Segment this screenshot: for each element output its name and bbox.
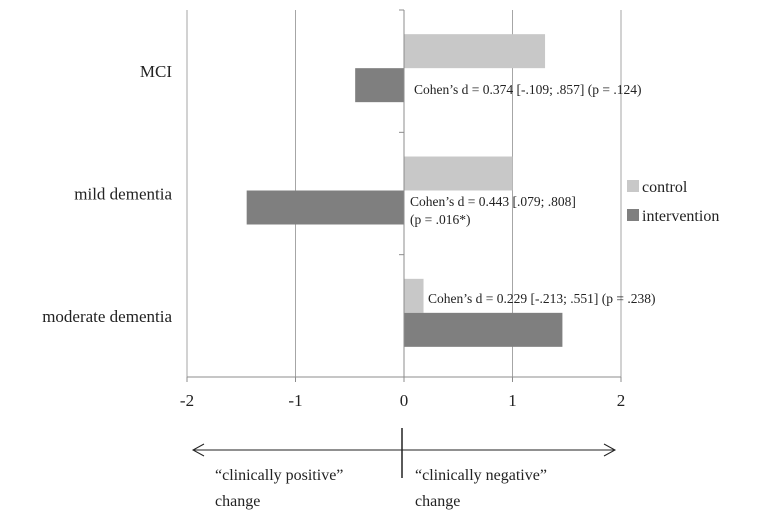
direction-arrow: “clinically positive” change “clinically n… — [191, 428, 617, 510]
x-tick-label: 0 — [400, 391, 409, 410]
x-tick-label: 2 — [617, 391, 626, 410]
category-label: moderate dementia — [42, 307, 172, 326]
bar-control — [404, 278, 424, 313]
legend-label: intervention — [642, 208, 719, 225]
direction-label-left: change — [215, 493, 260, 510]
category-label: MCI — [140, 62, 172, 81]
legend-swatch-intervention — [627, 209, 639, 221]
annotation-label: Cohen’s d = 0.229 [-.213; .551] (p = .23… — [428, 291, 655, 306]
annotation-label: Cohen’s d = 0.374 [-.109; .857] (p = .12… — [414, 82, 641, 97]
legend-label: control — [642, 179, 688, 196]
category-label: mild dementia — [74, 185, 172, 204]
arrow-head-right — [603, 443, 617, 457]
annotation-label: (p = .016*) — [410, 212, 470, 227]
direction-label-right: change — [415, 493, 460, 510]
legend-swatch-control — [627, 180, 639, 192]
bar-control — [404, 34, 546, 69]
labels: MCI mild dementia moderate dementia Cohen’s… — [42, 62, 655, 326]
direction-label-right: “clinically negative” — [415, 467, 547, 484]
arrow-head-left — [191, 443, 205, 457]
bar-intervention — [246, 190, 404, 225]
x-tick-label: 1 — [508, 391, 517, 410]
gridlines — [186, 10, 622, 377]
bar-intervention — [355, 68, 404, 103]
direction-label-left: “clinically positive” — [215, 467, 343, 484]
x-tick-label: -1 — [288, 391, 302, 410]
bar-intervention — [404, 312, 563, 347]
bars — [246, 34, 563, 347]
annotation-label: Cohen’s d = 0.443 [.079; .808] — [410, 194, 576, 209]
bar-control — [404, 156, 513, 191]
legend: control intervention — [627, 179, 719, 225]
axes: -2 -1 0 1 2 — [180, 9, 626, 410]
x-tick-label: -2 — [180, 391, 194, 410]
